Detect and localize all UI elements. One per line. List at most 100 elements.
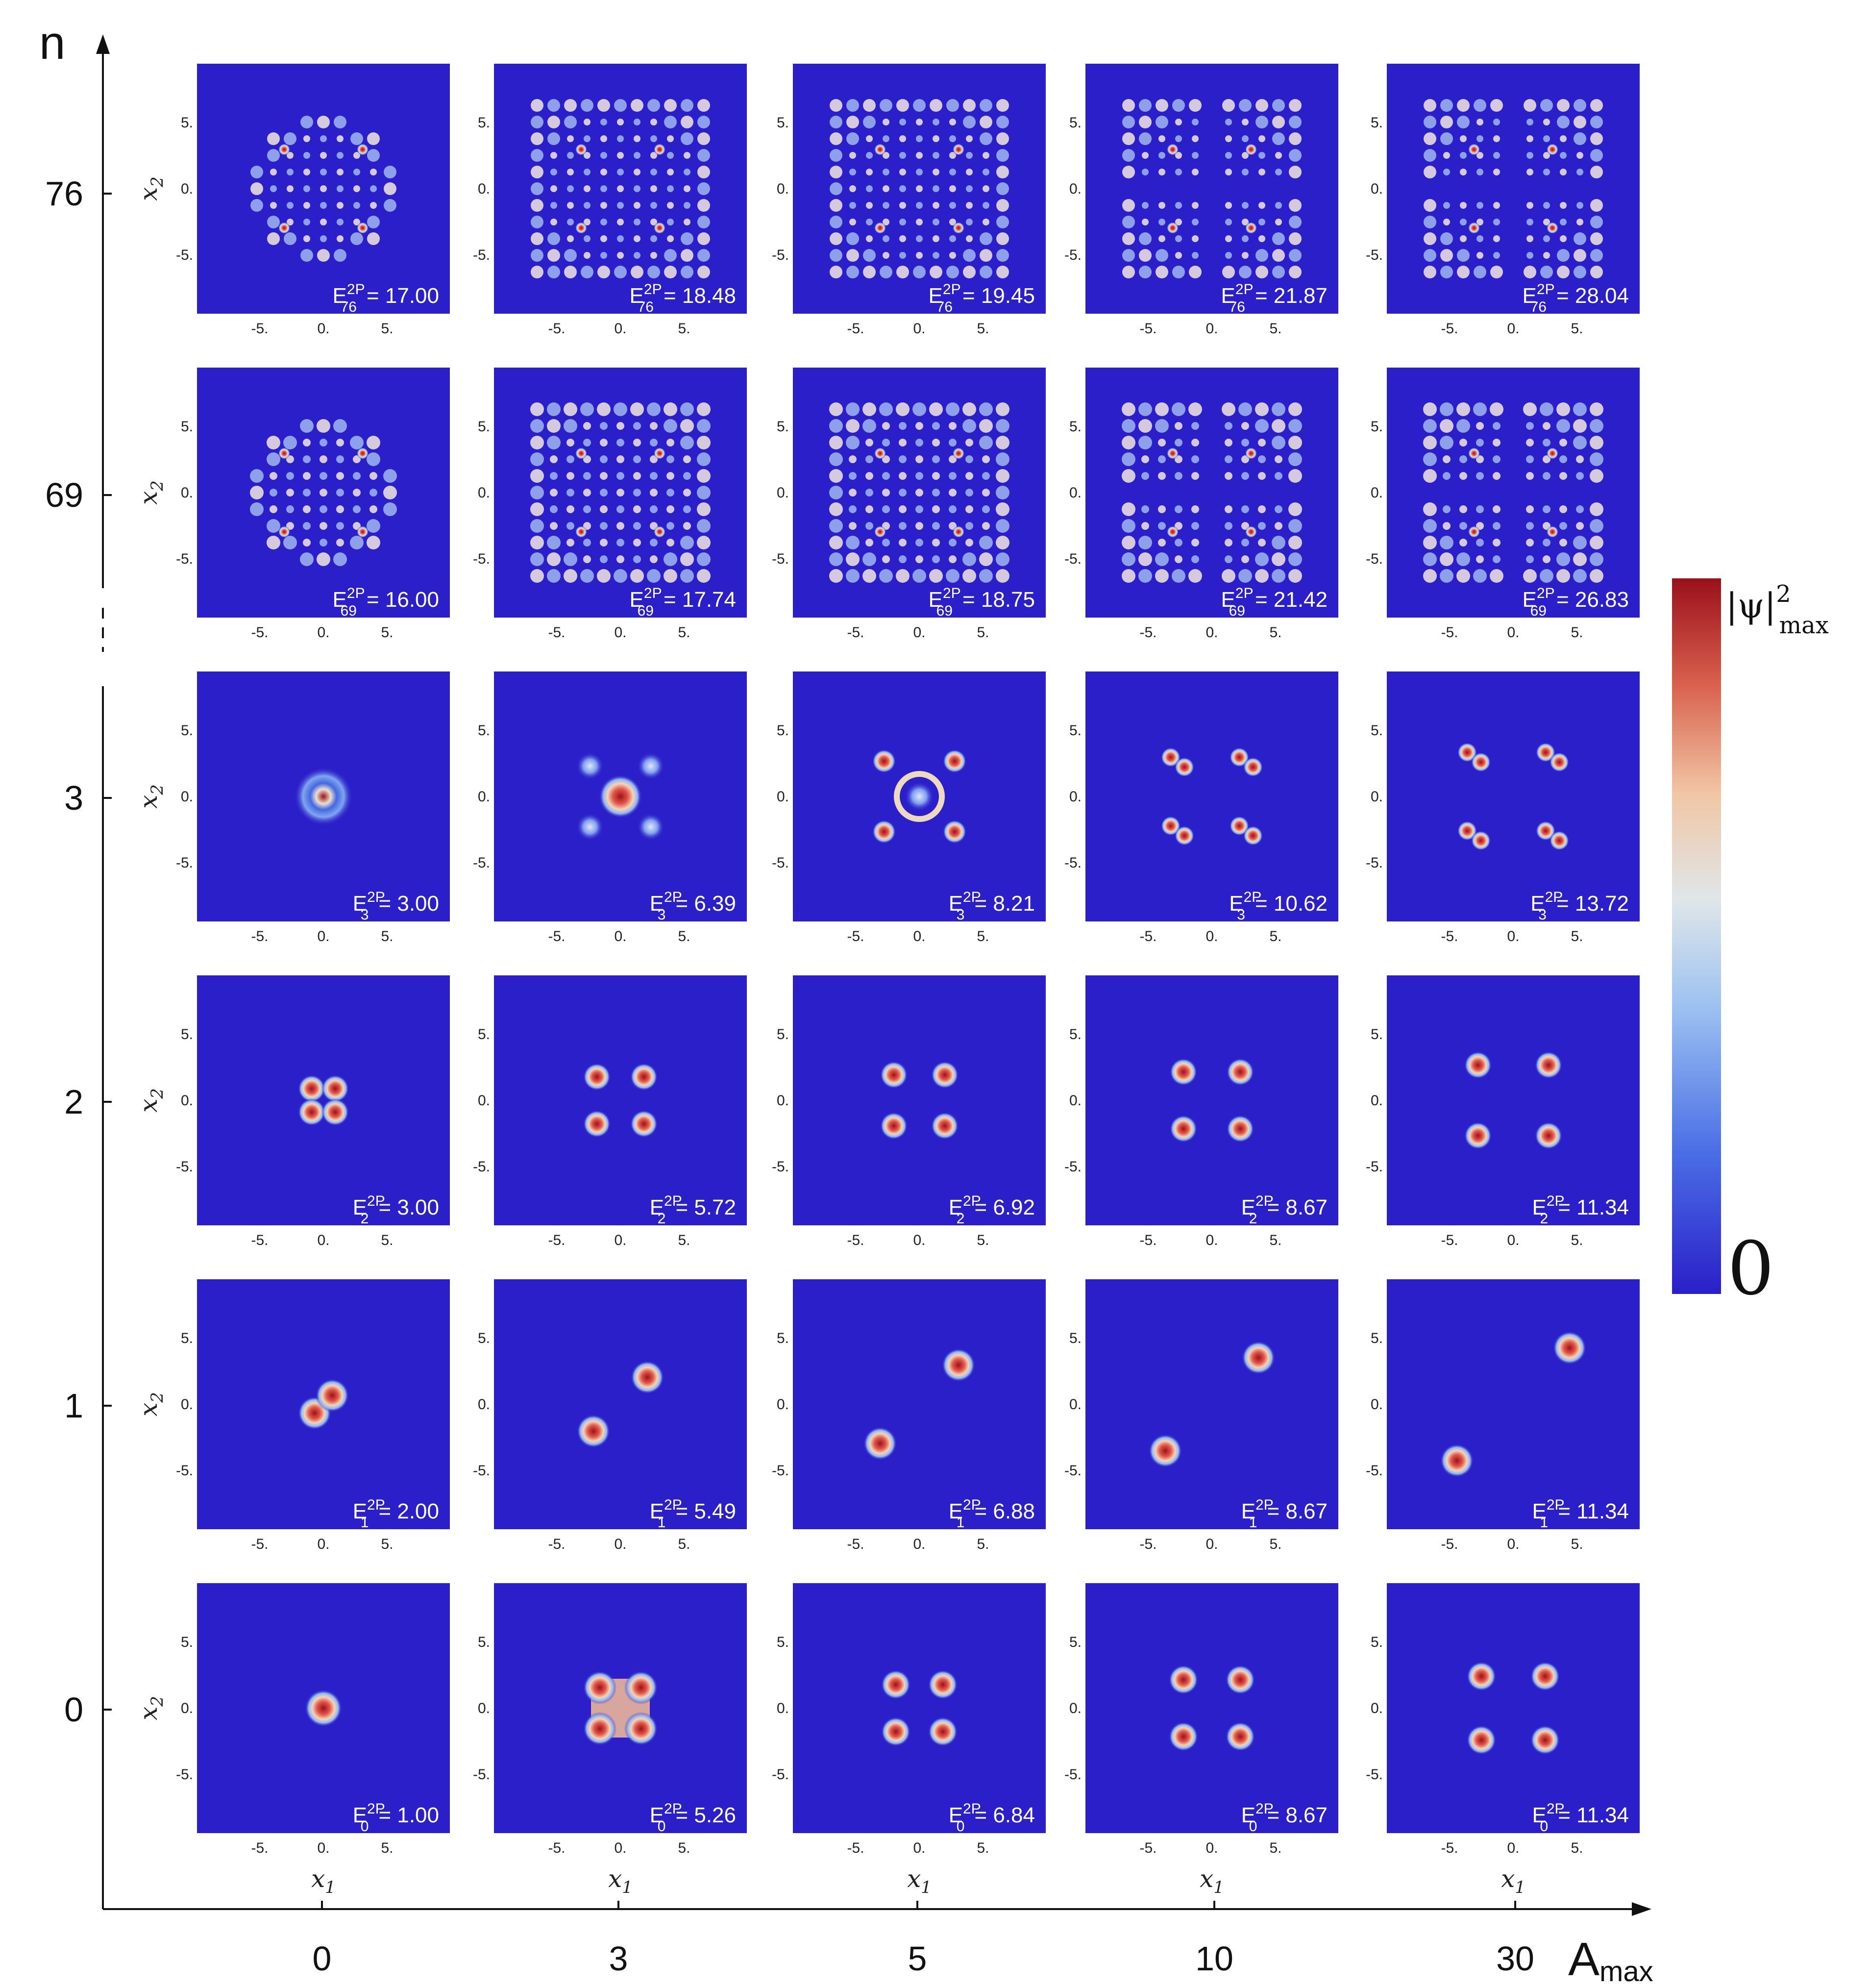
density-peak bbox=[982, 455, 990, 463]
density-peak bbox=[916, 252, 923, 259]
density-peak bbox=[530, 519, 544, 533]
panel-y-tick-label: 0. bbox=[181, 1093, 193, 1109]
density-peak bbox=[1192, 135, 1199, 142]
density-peak bbox=[680, 402, 694, 416]
density-peak bbox=[267, 436, 280, 449]
density-peak bbox=[932, 539, 940, 547]
density-panel: 5. 0. -5. -5. 0. 5. E2P 69 = 26.83 bbox=[1366, 368, 1640, 641]
density-peak bbox=[1191, 439, 1199, 447]
density-peak bbox=[667, 135, 674, 142]
panel-y-tick-label: -5. bbox=[772, 1463, 789, 1479]
density-peak bbox=[883, 135, 889, 142]
panel-y-tick-label: 5. bbox=[1371, 722, 1383, 739]
density-peak bbox=[1169, 1665, 1198, 1694]
density-peak bbox=[963, 249, 976, 262]
density-peak bbox=[584, 252, 591, 259]
density-peak bbox=[1456, 402, 1470, 416]
density-peak bbox=[1258, 152, 1265, 159]
density-peak bbox=[1543, 119, 1550, 125]
panel-background bbox=[1085, 1279, 1338, 1529]
density-panel: 5. 0. -5. -5. 0. 5. E2P 1 = 5.49 bbox=[473, 1279, 747, 1552]
density-peak bbox=[1272, 132, 1285, 145]
density-peak bbox=[633, 539, 641, 547]
density-peak bbox=[962, 419, 976, 433]
density-peak bbox=[1175, 219, 1182, 225]
density-peak bbox=[1161, 747, 1181, 767]
density-peak bbox=[896, 266, 909, 278]
density-peak bbox=[949, 472, 957, 480]
density-peak bbox=[916, 119, 923, 125]
density-peak bbox=[1424, 232, 1436, 245]
density-peak bbox=[647, 402, 661, 416]
panel-y-tick-label: 5. bbox=[1069, 1634, 1082, 1650]
panel-x-tick-label: 0. bbox=[614, 928, 626, 944]
panel-y-tick-label: 0. bbox=[1069, 1700, 1082, 1716]
density-peak bbox=[317, 116, 330, 128]
panel-y-tick-label: 0. bbox=[181, 789, 193, 805]
density-peak bbox=[980, 116, 992, 128]
density-peak bbox=[600, 439, 608, 447]
density-peak bbox=[1493, 439, 1501, 447]
density-peak bbox=[915, 555, 923, 563]
density-peak bbox=[1460, 235, 1467, 242]
density-peak bbox=[1556, 402, 1570, 416]
density-peak bbox=[320, 505, 327, 513]
panel-x-tick-label: 5. bbox=[1269, 1536, 1281, 1552]
panel-y-tick-label: 0. bbox=[1069, 789, 1082, 805]
density-peak bbox=[1424, 266, 1436, 278]
energy-label: E2P 2 = 3.00 bbox=[353, 1193, 439, 1227]
density-peak bbox=[530, 569, 544, 583]
density-peak bbox=[303, 135, 310, 142]
density-peak bbox=[1242, 252, 1249, 259]
density-peak bbox=[634, 152, 640, 159]
density-peak bbox=[949, 539, 957, 547]
density-peak bbox=[1275, 472, 1282, 480]
density-peak bbox=[567, 152, 574, 159]
density-peak bbox=[370, 185, 377, 192]
density-peak bbox=[849, 185, 856, 192]
density-peak bbox=[617, 169, 624, 175]
density-peak bbox=[600, 472, 608, 480]
density-peak bbox=[575, 447, 587, 459]
density-peak bbox=[367, 216, 380, 228]
density-peak bbox=[600, 185, 607, 192]
density-peak bbox=[865, 489, 873, 497]
panel-x-tick-label: 0. bbox=[1507, 1232, 1519, 1248]
density-peak bbox=[931, 1061, 959, 1089]
density-peak bbox=[550, 489, 558, 497]
panel-x-tick-label: -5. bbox=[251, 624, 268, 641]
density-peak bbox=[899, 135, 906, 142]
density-peak bbox=[913, 99, 926, 112]
density-peak bbox=[1424, 166, 1436, 178]
density-peak bbox=[1530, 1662, 1560, 1691]
density-peak bbox=[337, 169, 344, 175]
density-peak bbox=[666, 439, 674, 447]
density-peak bbox=[1289, 216, 1302, 228]
density-peak bbox=[1526, 555, 1534, 563]
panel-y-tick-label: -5. bbox=[473, 247, 490, 263]
density-peak bbox=[1443, 169, 1450, 175]
panel-x-tick-label: -5. bbox=[1139, 928, 1156, 944]
density-peak bbox=[576, 813, 604, 841]
density-peak bbox=[267, 232, 280, 245]
density-peak bbox=[564, 419, 577, 433]
density-peak bbox=[531, 199, 543, 212]
density-peak bbox=[881, 1717, 910, 1746]
density-peak bbox=[996, 502, 1009, 516]
density-peak bbox=[581, 266, 593, 278]
density-peak bbox=[915, 439, 923, 447]
density-peak bbox=[303, 505, 311, 513]
density-peak bbox=[1493, 119, 1500, 125]
density-peak bbox=[899, 235, 906, 242]
density-peak bbox=[899, 119, 906, 125]
panel-y-tick-label: -5. bbox=[772, 1766, 789, 1783]
density-peak bbox=[531, 116, 543, 128]
panel-y-tick-label: 0. bbox=[181, 1396, 193, 1413]
density-peak bbox=[1576, 202, 1583, 209]
density-peak bbox=[1272, 536, 1285, 549]
density-peak bbox=[1493, 472, 1501, 480]
density-peak bbox=[996, 419, 1009, 433]
density-peak bbox=[664, 419, 677, 433]
density-peak bbox=[1275, 169, 1282, 175]
density-peak bbox=[862, 419, 876, 433]
